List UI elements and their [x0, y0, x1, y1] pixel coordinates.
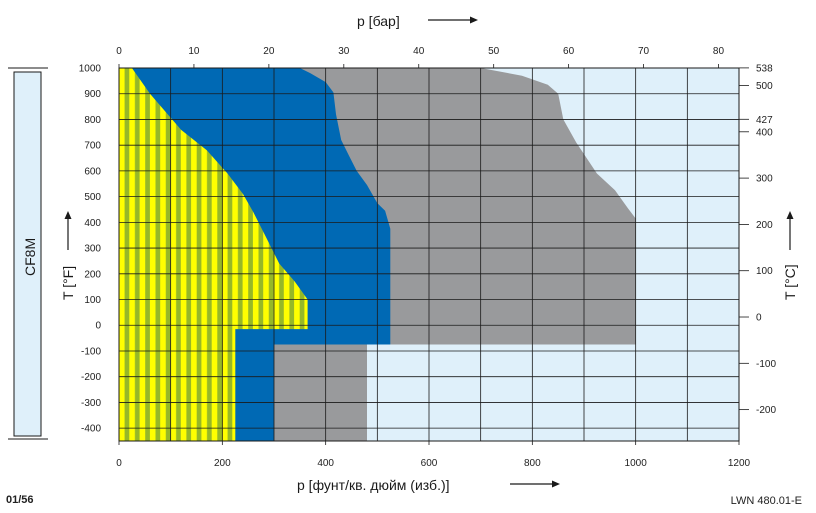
left-tick-label: -300 [81, 398, 101, 409]
left-tick-label: 400 [84, 218, 101, 229]
left-tick-label: 100 [84, 295, 101, 306]
left-tick-label: 300 [84, 244, 101, 255]
region-yellow [119, 68, 308, 441]
top-tick-label: 50 [488, 46, 500, 57]
top-tick-label: 60 [563, 46, 575, 57]
left-tick-label: -200 [81, 372, 101, 383]
left-tick-label: 1000 [79, 64, 102, 75]
right-axis-arrowhead [786, 211, 794, 219]
top-tick-label: 80 [713, 46, 725, 57]
material-box [13, 71, 42, 437]
left-tick-label: 900 [84, 89, 101, 100]
bottom-tick-label: 1000 [625, 458, 648, 469]
top-axis-title: p [бар] [357, 13, 400, 29]
bottom-axis-arrowhead [552, 480, 560, 488]
right-tick-label: 0 [756, 313, 762, 324]
left-tick-label: 200 [84, 269, 101, 280]
bottom-tick-label: 600 [421, 458, 438, 469]
tick-marks [118, 64, 749, 445]
material-label: CF8M [22, 238, 38, 276]
left-tick-label: 500 [84, 192, 101, 203]
left-tick-label: 0 [95, 321, 101, 332]
right-tick-label: 200 [756, 220, 773, 231]
top-tick-label: 0 [116, 46, 122, 57]
right-axis-title: T [°C] [782, 264, 798, 300]
top-tick-label: 70 [638, 46, 650, 57]
left-tick-label: 800 [84, 115, 101, 126]
page-number: 01/56 [6, 494, 34, 506]
right-tick-label: 427 [756, 115, 773, 126]
right-tick-label: -100 [756, 359, 776, 370]
left-tick-label: 700 [84, 141, 101, 152]
top-tick-label: 40 [413, 46, 425, 57]
left-axis-arrowhead [64, 211, 72, 219]
right-tick-label: -200 [756, 405, 776, 416]
right-tick-label: 400 [756, 127, 773, 138]
document-code: LWN 480.01-E [730, 495, 802, 507]
right-tick-label: 500 [756, 81, 773, 92]
left-tick-label: -400 [81, 424, 101, 435]
top-axis-arrowhead [470, 16, 478, 24]
right-tick-label: 538 [756, 63, 773, 74]
left-tick-label: -100 [81, 346, 101, 357]
bottom-axis-title: p [фунт/кв. дюйм (изб.)] [297, 477, 450, 493]
bottom-tick-label: 1200 [728, 458, 751, 469]
bottom-tick-label: 200 [214, 458, 231, 469]
bottom-tick-label: 0 [116, 458, 122, 469]
left-axis-title: T [°F] [60, 266, 76, 300]
grid-lines [118, 67, 740, 442]
right-tick-label: 300 [756, 174, 773, 185]
left-tick-label: 600 [84, 166, 101, 177]
bottom-tick-label: 800 [524, 458, 541, 469]
right-tick-label: 100 [756, 266, 773, 277]
bottom-tick-label: 400 [317, 458, 334, 469]
top-tick-label: 10 [188, 46, 200, 57]
top-tick-label: 20 [263, 46, 275, 57]
top-tick-label: 30 [338, 46, 350, 57]
